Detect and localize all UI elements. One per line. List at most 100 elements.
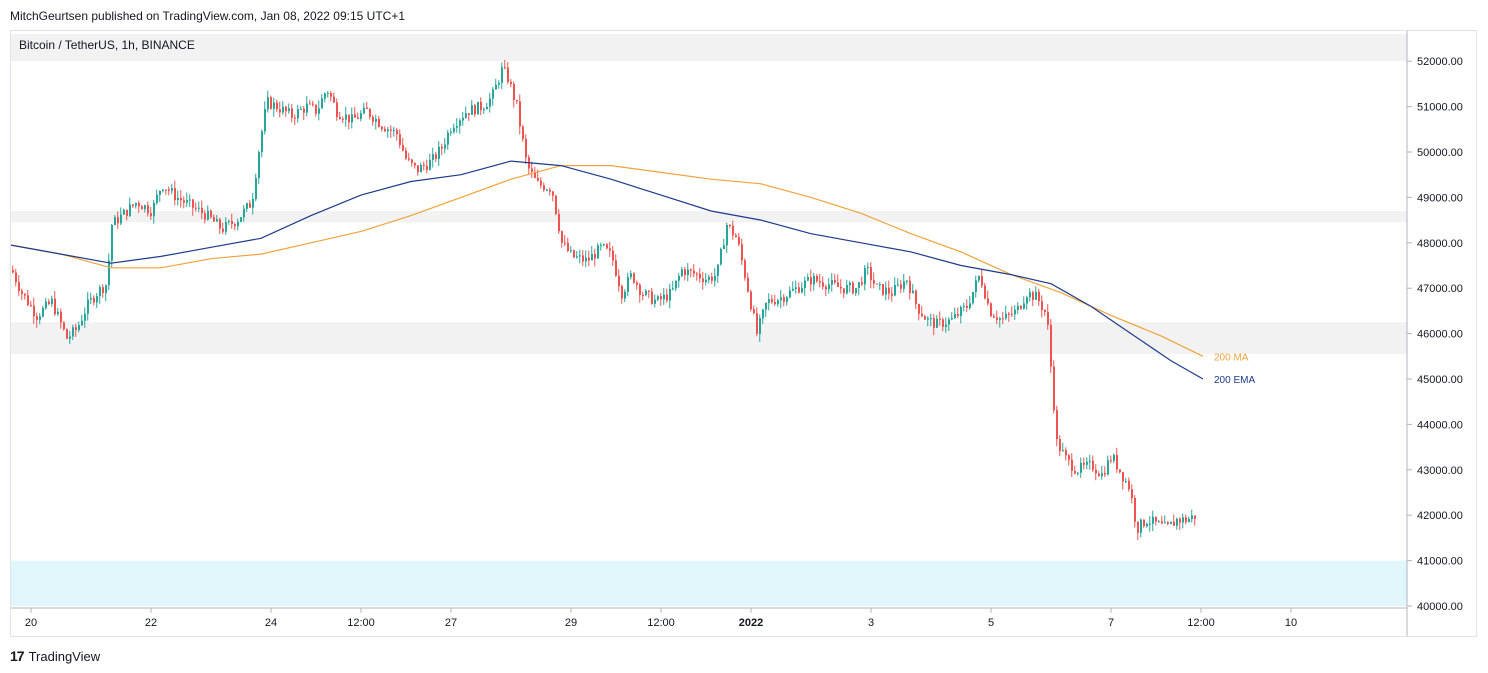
- candle: [99, 285, 101, 304]
- candle: [1176, 517, 1178, 530]
- candle: [459, 118, 461, 134]
- candle: [543, 182, 545, 193]
- candle: [516, 100, 518, 104]
- candle: [705, 273, 707, 286]
- candle: [372, 114, 374, 126]
- candle: [621, 284, 623, 304]
- candle: [765, 302, 767, 317]
- candle: [519, 94, 521, 135]
- x-tick-label: 2022: [739, 617, 763, 629]
- candle: [561, 230, 563, 248]
- candle: [351, 107, 353, 129]
- candle: [1116, 447, 1118, 473]
- candle: [804, 276, 806, 296]
- candle: [930, 313, 932, 327]
- candle: [597, 243, 599, 259]
- candle: [276, 99, 278, 112]
- candle: [396, 127, 398, 141]
- candle: [591, 245, 593, 261]
- y-tick-label: 43000.00: [1417, 465, 1463, 477]
- candle: [1026, 295, 1028, 310]
- candle: [120, 207, 122, 226]
- candle: [636, 280, 638, 290]
- candle: [654, 294, 656, 308]
- candle: [612, 246, 614, 266]
- candle: [963, 302, 965, 312]
- candle: [933, 314, 935, 336]
- candle: [642, 291, 644, 301]
- candle: [1020, 305, 1022, 311]
- candle: [762, 308, 764, 325]
- chart-frame[interactable]: Bitcoin / TetherUS, 1h, BINANCE 40000.00…: [10, 30, 1477, 637]
- candle: [24, 293, 26, 300]
- candle: [48, 298, 50, 306]
- candle: [993, 313, 995, 319]
- candle: [501, 62, 503, 90]
- candle: [168, 186, 170, 196]
- candle: [1044, 309, 1046, 316]
- candle: [735, 233, 737, 238]
- candle: [711, 272, 713, 285]
- candle: [51, 295, 53, 307]
- candle: [1008, 311, 1010, 323]
- candle: [666, 288, 668, 303]
- candle: [411, 158, 413, 167]
- candle: [663, 287, 665, 305]
- candle: [912, 284, 914, 294]
- candle: [393, 127, 395, 137]
- candle: [141, 204, 143, 210]
- candle: [1047, 304, 1049, 330]
- candle: [153, 199, 155, 224]
- candle: [366, 101, 368, 110]
- candle: [432, 147, 434, 168]
- candle: [678, 273, 680, 288]
- candle: [846, 279, 848, 295]
- candle: [294, 114, 296, 126]
- candle: [336, 98, 338, 121]
- candle: [60, 308, 62, 329]
- candle: [729, 224, 731, 229]
- candle: [618, 269, 620, 292]
- x-tick-label: 12:00: [347, 617, 375, 629]
- candle: [237, 218, 239, 231]
- x-tick-label: 3: [868, 617, 874, 629]
- candle: [657, 294, 659, 302]
- candle: [966, 299, 968, 313]
- candle: [108, 253, 110, 291]
- footer[interactable]: 17 TradingView: [10, 648, 100, 664]
- candle: [1068, 453, 1070, 466]
- candle: [837, 274, 839, 288]
- candle: [849, 280, 851, 293]
- candle: [33, 297, 35, 325]
- candle: [456, 118, 458, 133]
- candle: [348, 114, 350, 130]
- candle: [819, 273, 821, 288]
- candle: [324, 92, 326, 103]
- candle: [117, 211, 119, 229]
- candle: [723, 238, 725, 250]
- candle: [744, 258, 746, 281]
- candle: [465, 106, 467, 119]
- candle: [1029, 288, 1031, 302]
- candle: [27, 289, 29, 307]
- candle: [726, 222, 728, 254]
- candle: [57, 307, 59, 316]
- candle: [720, 247, 722, 266]
- candle: [777, 298, 779, 307]
- candle: [81, 314, 83, 327]
- candle: [990, 302, 992, 318]
- candle: [1179, 517, 1181, 531]
- candle: [1122, 471, 1124, 490]
- candle: [1062, 442, 1064, 452]
- candle: [1155, 516, 1157, 526]
- candle: [813, 272, 815, 291]
- candle: [243, 205, 245, 222]
- candle: [759, 314, 761, 342]
- candle: [951, 312, 953, 321]
- candle: [1107, 455, 1109, 476]
- price-chart[interactable]: Bitcoin / TetherUS, 1h, BINANCE 40000.00…: [11, 31, 1476, 636]
- candle: [453, 123, 455, 134]
- candle: [462, 111, 464, 126]
- candle: [222, 222, 224, 235]
- candle: [861, 276, 863, 287]
